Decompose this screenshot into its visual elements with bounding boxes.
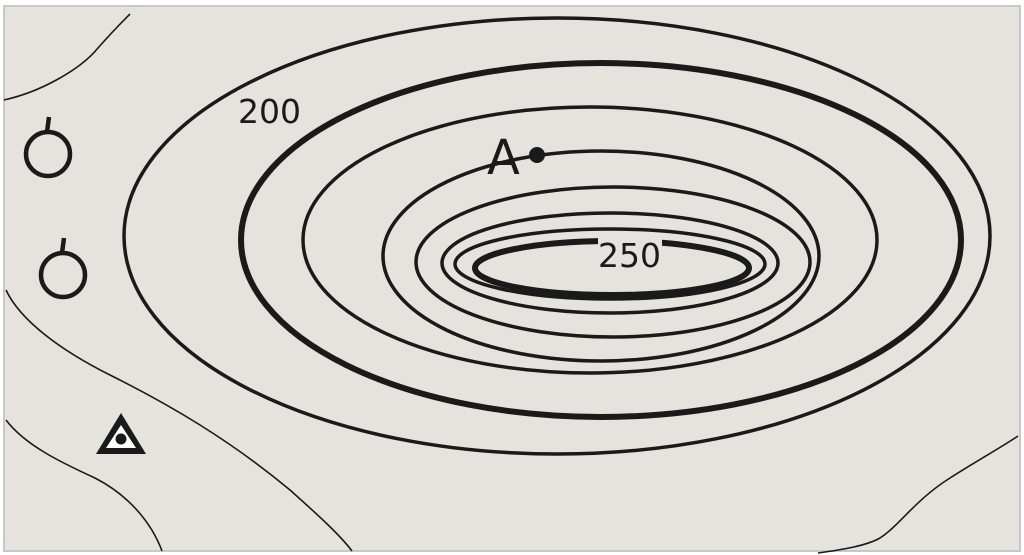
- contour-line-7: [453, 227, 767, 301]
- point-a-label: A: [487, 130, 520, 186]
- map-background: [3, 5, 1021, 552]
- terrain-lines: [3, 13, 1019, 554]
- terrain-line-left-lower: [5, 419, 163, 552]
- orchard-symbol: [38, 237, 88, 300]
- terrain-line-top-left: [3, 13, 131, 101]
- contour-label-250: 250: [598, 236, 661, 275]
- triangulation-point-symbol: [96, 413, 146, 454]
- point-a-dot: [529, 147, 545, 163]
- orchard-symbol-stem: [59, 237, 67, 254]
- contour-line-4: [381, 149, 821, 363]
- terrain-line-left-upper: [5, 289, 353, 552]
- orchard-symbol: [23, 116, 73, 179]
- contour-line-index-200: [238, 60, 964, 420]
- contour-line-3: [301, 105, 879, 375]
- label-knockout-200: [238, 90, 302, 128]
- contour-line-5: [414, 185, 812, 339]
- triangulation-dot: [115, 433, 127, 445]
- orchard-symbol-stem: [44, 116, 52, 133]
- contour-lines: [122, 16, 992, 456]
- contour-line-1: [122, 16, 992, 456]
- contour-label-200: 200: [238, 92, 301, 131]
- label-knockout-250: [598, 236, 662, 272]
- terrain-line-bottom-right: [817, 435, 1019, 554]
- contour-line-6: [440, 211, 780, 315]
